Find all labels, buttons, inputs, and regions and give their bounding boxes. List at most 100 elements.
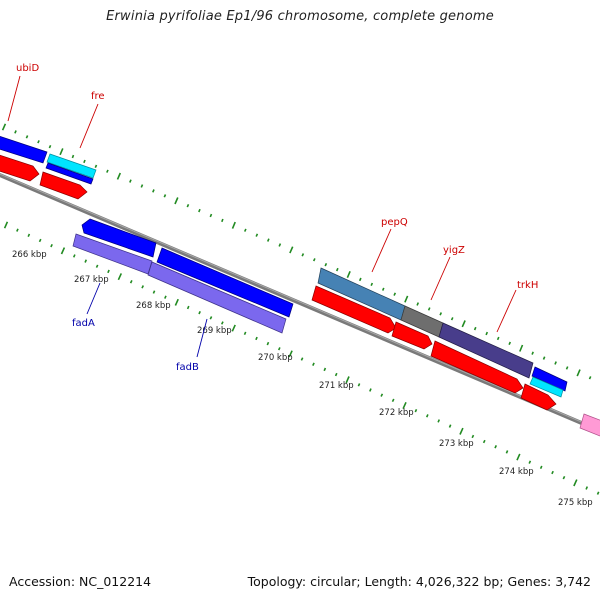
minor-tick	[94, 164, 98, 169]
minor-tick	[72, 254, 76, 258]
minor-tick	[266, 238, 270, 242]
upper-tick-row	[1, 123, 592, 380]
major-tick	[345, 376, 350, 384]
gene-label-trkH: trkH	[517, 280, 538, 291]
minor-tick	[152, 290, 156, 294]
minor-tick	[551, 470, 554, 475]
minor-tick	[48, 144, 52, 149]
minor-tick	[198, 208, 201, 213]
feature-forward-red-5[interactable]	[430, 340, 524, 394]
feature-fadA-reverse[interactable]	[81, 218, 157, 258]
minor-tick	[496, 336, 500, 341]
minor-tick	[25, 135, 29, 139]
feature-fadB-purple[interactable]	[147, 261, 287, 334]
minor-tick	[107, 269, 110, 274]
feature-pink[interactable]	[579, 413, 600, 438]
minor-tick	[163, 194, 167, 198]
major-tick	[289, 246, 294, 254]
minor-tick	[164, 295, 167, 299]
minor-tick	[14, 130, 17, 134]
feature-forward-red-2[interactable]	[39, 171, 88, 200]
minor-tick	[482, 439, 486, 444]
minor-tick	[300, 357, 304, 361]
minor-tick	[427, 307, 431, 311]
accession-text: Accession: NC_012214	[9, 574, 152, 589]
map-title: Erwinia pyrifoliae Ep1/96 chromosome, co…	[106, 9, 494, 24]
leader-yigZ	[430, 256, 451, 301]
minor-tick	[539, 465, 543, 470]
scale-label: 271 kbp	[319, 381, 354, 391]
minor-tick	[323, 367, 327, 372]
scale-label: 273 kbp	[439, 439, 474, 449]
major-tick	[117, 273, 123, 281]
minor-tick	[186, 203, 190, 208]
minor-tick	[391, 398, 395, 403]
major-tick	[60, 247, 66, 255]
minor-tick	[585, 486, 589, 490]
minor-tick	[129, 280, 133, 284]
scale-label: 269 kbp	[197, 326, 232, 336]
minor-tick	[84, 259, 88, 263]
minor-tick	[439, 312, 443, 316]
scale-label: 267 kbp	[74, 275, 109, 285]
genome-summary-text: Topology: circular; Length: 4,026,322 bp…	[247, 574, 591, 589]
minor-tick	[266, 341, 270, 346]
minor-tick	[416, 302, 420, 306]
minor-tick	[277, 347, 281, 351]
leader-fadA	[86, 282, 101, 315]
feature-forward-red-1[interactable]	[0, 152, 40, 182]
minor-tick	[562, 475, 566, 480]
minor-tick	[437, 419, 441, 423]
minor-tick	[528, 460, 532, 464]
minor-tick	[27, 233, 31, 238]
scale-label: 274 kbp	[499, 467, 534, 477]
minor-tick	[129, 179, 132, 183]
feature-fre-cyan[interactable]	[46, 153, 97, 179]
minor-tick	[141, 285, 145, 289]
minor-tick	[414, 408, 418, 413]
minor-tick	[140, 184, 144, 188]
minor-tick	[50, 243, 53, 248]
feature-trkH-cyan[interactable]	[529, 376, 564, 398]
major-tick	[516, 453, 521, 461]
minor-tick	[334, 372, 338, 377]
feature-forward-red-3[interactable]	[311, 285, 397, 334]
minor-tick	[312, 362, 315, 366]
minor-tick	[83, 159, 86, 164]
major-tick	[402, 401, 407, 410]
scale-label: 266 kbp	[12, 250, 47, 260]
minor-tick	[450, 317, 454, 321]
scale-label: 268 kbp	[136, 301, 171, 311]
feature-fre-reverse[interactable]	[45, 162, 94, 185]
major-tick	[459, 427, 464, 435]
minor-tick	[485, 331, 489, 336]
gene-label-pepQ: pepQ	[381, 217, 408, 228]
feature-trkH-reverse[interactable]	[531, 366, 568, 392]
minor-tick	[471, 434, 475, 439]
minor-tick	[393, 292, 397, 296]
minor-tick	[324, 262, 328, 267]
backbone-highlight	[0, 173, 600, 431]
minor-tick	[312, 258, 316, 262]
feature-forward-red-4[interactable]	[391, 321, 433, 350]
minor-tick	[425, 414, 429, 418]
minor-tick	[152, 189, 155, 193]
minor-tick	[588, 376, 592, 380]
feature-ubiD-reverse[interactable]	[0, 133, 48, 164]
scale-label: 275 kbp	[558, 498, 593, 508]
minor-tick	[473, 326, 477, 331]
scale-label: 272 kbp	[379, 408, 414, 418]
gene-label-ubiD: ubiD	[16, 63, 39, 74]
minor-tick	[95, 264, 99, 268]
minor-tick	[335, 267, 339, 272]
minor-tick	[357, 383, 361, 387]
minor-tick	[494, 445, 498, 449]
minor-tick	[531, 351, 534, 355]
minor-tick	[278, 243, 282, 247]
feature-fadB-reverse[interactable]	[156, 247, 294, 318]
feature-forward-red-6[interactable]	[520, 383, 557, 411]
minor-tick	[243, 331, 247, 336]
minor-tick	[255, 336, 258, 341]
major-tick	[231, 221, 236, 229]
feature-trkH-darkslate[interactable]	[438, 322, 534, 379]
